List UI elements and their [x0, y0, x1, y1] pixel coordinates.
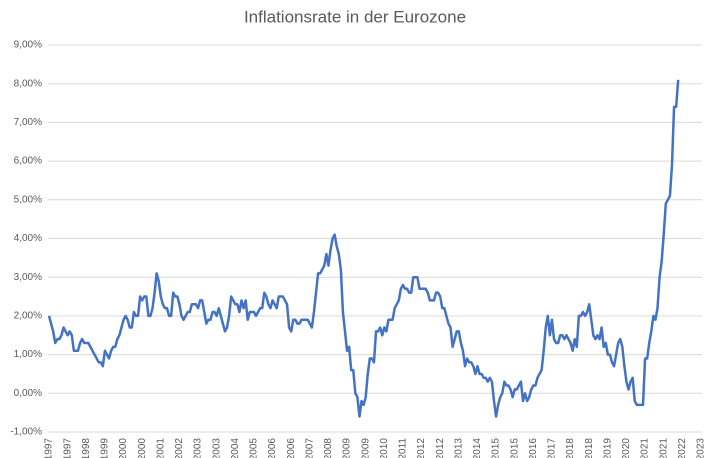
x-tick-label: 01.2012 — [416, 438, 427, 458]
x-tick-label: 04.2011 — [398, 438, 409, 458]
x-tick-label: 04.2020 — [621, 438, 632, 458]
y-tick-label: 7,00% — [14, 117, 42, 128]
x-tick-label: 04.2008 — [323, 438, 334, 458]
y-tick-label: 3,00% — [14, 272, 42, 283]
x-tick-label: 01.2021 — [640, 438, 651, 458]
chart-title: Inflationsrate in der Eurozone — [244, 7, 466, 26]
x-tick-label: 10.2018 — [584, 438, 595, 458]
x-tick-label: 04.1999 — [100, 438, 111, 458]
x-tick-label: 07.2022 — [677, 438, 688, 458]
y-tick-label: 2,00% — [14, 311, 42, 322]
x-tick-label: 10.1997 — [62, 438, 73, 458]
x-tick-label: 01.2006 — [267, 438, 278, 458]
x-tick-label: 04.2002 — [174, 438, 185, 458]
y-tick-label: 5,00% — [14, 194, 42, 205]
y-tick-label: 4,00% — [14, 233, 42, 244]
x-tick-label: 07.2004 — [230, 438, 241, 458]
x-tick-label: 07.2007 — [304, 438, 315, 458]
x-tick-label: 07.2019 — [602, 438, 613, 458]
x-tick-label: 07.1998 — [81, 438, 92, 458]
x-tick-label: 10.2003 — [211, 438, 222, 458]
x-tick-label: 04.2005 — [249, 438, 260, 458]
x-tick-label: 10.2009 — [360, 438, 371, 458]
y-tick-label: 8,00% — [14, 78, 42, 89]
x-tick-label: 01.1997 — [44, 438, 55, 458]
y-tick-label: 6,00% — [14, 156, 42, 167]
x-tick-label: 01.2003 — [193, 438, 204, 458]
y-tick-label: 9,00% — [14, 40, 42, 51]
y-tick-label: -1,00% — [10, 427, 42, 438]
x-tick-label: 10.2012 — [435, 438, 446, 458]
x-tick-label: 01.2009 — [342, 438, 353, 458]
x-tick-label: 04.2014 — [472, 438, 483, 458]
y-tick-label: 1,00% — [14, 349, 42, 360]
x-tick-label: 07.2016 — [528, 438, 539, 458]
x-tick-label: 07.2013 — [453, 438, 464, 458]
x-tick-label: 07.2001 — [155, 438, 166, 458]
x-tick-label: 10.2015 — [509, 438, 520, 458]
data-line — [47, 79, 680, 418]
y-tick-label: 0,00% — [14, 388, 42, 399]
x-tick-label: 01.2000 — [118, 438, 129, 458]
x-tick-label: 04.2017 — [547, 438, 558, 458]
x-tick-label: 07.2010 — [379, 438, 390, 458]
x-tick-label: 01.2018 — [565, 438, 576, 458]
x-tick-label: 04.2023 — [696, 438, 707, 458]
x-tick-label: 10.2021 — [658, 438, 669, 458]
x-tick-label: 10.2006 — [286, 438, 297, 458]
x-tick-label: 01.2015 — [491, 438, 502, 458]
x-tick-label: 10.2000 — [137, 438, 148, 458]
